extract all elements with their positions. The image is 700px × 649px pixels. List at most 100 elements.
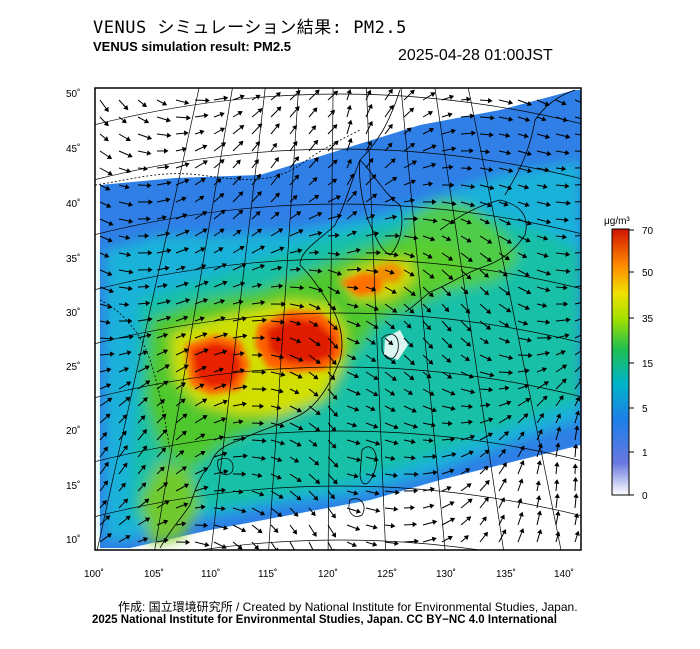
wind-arrowhead	[205, 97, 210, 104]
wind-arrowhead	[448, 94, 455, 100]
wind-arrowhead	[317, 230, 323, 237]
wind-arrowhead	[451, 200, 457, 207]
wind-arrowhead	[273, 527, 279, 533]
wind-arrowhead	[121, 430, 127, 436]
wind-arrowhead	[279, 354, 285, 360]
wind-arrowhead	[200, 178, 206, 183]
wind-arrowhead	[371, 174, 377, 180]
wind-arrowhead	[106, 533, 112, 539]
wind-arrowhead	[221, 505, 226, 512]
wind-arrowhead	[347, 119, 353, 125]
wind-arrowhead	[372, 193, 378, 199]
wind-arrowhead	[432, 519, 438, 525]
wind-arrowhead	[292, 195, 298, 201]
wind-arrowhead	[147, 316, 153, 323]
wind-arrow	[270, 541, 278, 550]
wind-arrowhead	[585, 199, 588, 203]
wind-arrowhead	[536, 510, 543, 516]
wind-arrowhead	[487, 97, 493, 104]
wind-arrowhead	[505, 307, 512, 313]
wind-arrowhead	[141, 482, 147, 488]
wind-arrowhead	[466, 483, 472, 489]
wind-arrow	[574, 365, 581, 373]
wind-arrowhead	[449, 517, 456, 523]
wind-arrowhead	[489, 372, 495, 378]
wind-arrowhead	[220, 209, 226, 215]
wind-arrowhead	[164, 265, 170, 271]
wind-arrowhead	[426, 324, 432, 331]
wind-arrowhead	[103, 121, 109, 127]
wind-arrowhead	[122, 414, 128, 420]
wind-arrowhead	[583, 166, 586, 170]
wind-arrowhead	[504, 255, 510, 261]
wind-arrowhead	[545, 350, 550, 357]
wind-arrowhead	[572, 463, 578, 469]
wind-arrowhead	[259, 403, 264, 409]
wind-arrowhead	[294, 389, 300, 395]
wind-arrowhead	[199, 195, 205, 201]
wind-arrowhead	[390, 407, 396, 412]
wind-arrowhead	[239, 351, 245, 357]
wind-arrowhead	[219, 127, 225, 133]
wind-arrowhead	[446, 291, 452, 297]
wind-arrow	[574, 234, 581, 237]
wind-arrowhead	[501, 529, 507, 535]
wind-arrowhead	[502, 271, 508, 277]
wind-arrowhead	[184, 162, 190, 168]
wind-arrowhead	[580, 283, 581, 284]
wind-arrowhead	[485, 402, 491, 408]
wind-arrow	[574, 251, 581, 254]
wind-arrowhead	[237, 544, 243, 550]
wind-arrowhead	[488, 166, 494, 173]
wind-arrowhead	[489, 132, 494, 138]
wind-arrow	[574, 318, 581, 322]
wind-arrowhead	[258, 352, 263, 358]
wind-arrowhead	[243, 453, 248, 459]
wind-arrowhead	[148, 199, 153, 205]
wind-arrowhead	[488, 386, 494, 393]
wind-arrowhead	[487, 238, 493, 244]
wind-arrowhead	[330, 375, 335, 381]
wind-arrowhead	[526, 220, 532, 226]
wind-arrowhead	[236, 229, 242, 235]
wind-arrowhead	[183, 281, 189, 287]
wind-arrowhead	[431, 536, 437, 542]
wind-arrowhead	[143, 165, 149, 172]
wind-arrow	[574, 302, 581, 305]
wind-arrowhead	[238, 140, 244, 146]
wind-arrowhead	[449, 468, 455, 474]
wind-arrowhead	[202, 332, 208, 338]
wind-arrowhead	[203, 112, 209, 119]
wind-arrowhead	[239, 94, 245, 100]
wind-arrowhead	[575, 396, 581, 402]
wind-arrowhead	[444, 307, 450, 313]
wind-arrowhead	[296, 320, 302, 326]
colorbar-label: 5	[642, 404, 648, 415]
wind-arrowhead	[432, 453, 438, 460]
wind-arrowhead	[257, 108, 263, 114]
wind-arrowhead	[313, 157, 319, 163]
wind-arrowhead	[409, 360, 415, 366]
wind-arrowhead	[471, 130, 476, 136]
wind-arrowhead	[146, 134, 153, 141]
wind-arrowhead	[352, 211, 358, 216]
longitude-line	[327, 88, 334, 550]
wind-arrowhead	[220, 316, 226, 322]
wind-arrowhead	[242, 316, 247, 322]
wind-arrowhead	[414, 471, 419, 477]
wind-arrowhead	[370, 214, 376, 219]
wind-arrowhead	[429, 503, 435, 509]
wind-arrowhead	[505, 338, 511, 344]
wind-arrowhead	[182, 413, 188, 419]
wind-arrowhead	[181, 196, 187, 202]
wind-arrowhead	[545, 319, 551, 325]
wind-arrowhead	[355, 322, 361, 328]
wind-arrowhead	[161, 413, 167, 419]
wind-arrowhead	[374, 490, 380, 496]
wind-arrowhead	[573, 493, 579, 498]
wind-arrowhead	[355, 508, 362, 514]
wind-arrowhead	[535, 495, 542, 501]
wind-arrowhead	[373, 423, 379, 429]
wind-arrowhead	[276, 404, 282, 411]
wind-arrowhead	[468, 403, 474, 410]
